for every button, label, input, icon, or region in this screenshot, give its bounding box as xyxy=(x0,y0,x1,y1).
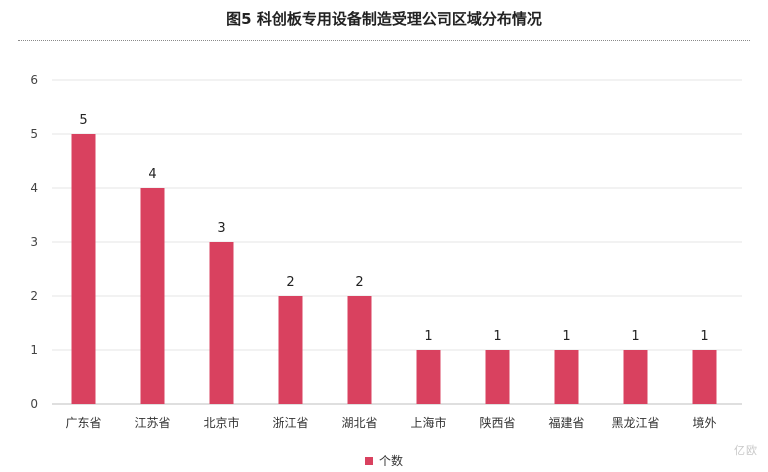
bar xyxy=(209,242,234,404)
y-tick-label: 3 xyxy=(30,235,38,249)
bar xyxy=(554,350,579,404)
bar xyxy=(71,134,96,404)
x-tick-label: 广东省 xyxy=(65,416,101,430)
y-tick-label: 5 xyxy=(30,127,38,141)
legend-swatch xyxy=(364,456,373,465)
y-tick-label: 1 xyxy=(30,343,38,357)
legend: 个数 xyxy=(0,452,768,469)
data-label: 3 xyxy=(217,221,225,236)
bar xyxy=(485,350,510,404)
y-tick-label: 0 xyxy=(30,397,38,411)
y-tick-label: 6 xyxy=(30,73,38,87)
x-tick-label: 江苏省 xyxy=(134,416,170,430)
x-tick-label: 福建省 xyxy=(548,415,584,430)
x-tick-label: 上海市 xyxy=(410,415,446,430)
y-tick-label: 4 xyxy=(30,181,38,195)
x-tick-label: 北京市 xyxy=(203,415,239,430)
x-tick-label: 湖北省 xyxy=(341,415,377,430)
data-label: 4 xyxy=(148,167,156,182)
data-label: 2 xyxy=(355,275,363,290)
x-tick-label: 陕西省 xyxy=(479,415,515,430)
data-label: 5 xyxy=(79,113,87,128)
bar xyxy=(347,296,372,404)
x-tick-label: 境外 xyxy=(692,415,716,430)
data-label: 2 xyxy=(286,275,294,290)
x-tick-label: 黑龙江省 xyxy=(611,416,659,430)
data-label: 1 xyxy=(631,329,639,344)
data-label: 1 xyxy=(562,329,570,344)
bar xyxy=(692,350,717,404)
data-label: 1 xyxy=(424,329,432,344)
bar xyxy=(416,350,441,404)
watermark: 亿欧 xyxy=(734,444,758,457)
y-tick-label: 2 xyxy=(30,289,38,303)
legend-label: 个数 xyxy=(378,454,403,468)
title-divider xyxy=(18,40,750,41)
bar xyxy=(140,188,165,404)
x-tick-label: 浙江省 xyxy=(272,416,308,430)
chart-title: 图5 科创板专用设备制造受理公司区域分布情况 xyxy=(226,10,542,28)
bar xyxy=(278,296,303,404)
bar xyxy=(623,350,648,404)
data-label: 1 xyxy=(700,329,708,344)
data-label: 1 xyxy=(493,329,501,344)
